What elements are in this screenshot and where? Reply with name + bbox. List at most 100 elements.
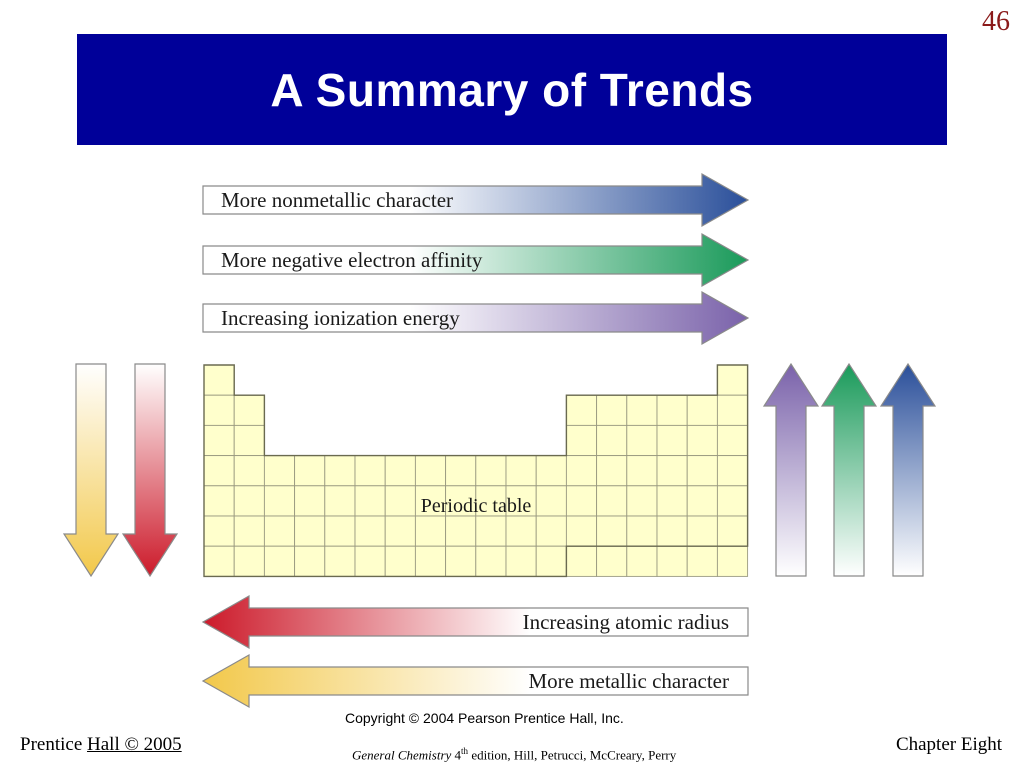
element-cell — [656, 545, 688, 577]
element-cell — [596, 515, 628, 547]
element-cell — [475, 515, 507, 547]
element-cell — [294, 515, 326, 547]
element-cell — [716, 424, 749, 457]
element-cell — [475, 485, 507, 517]
element-cell — [716, 515, 749, 547]
element-cell — [716, 455, 749, 487]
element-cell — [686, 394, 718, 426]
element-cell — [656, 455, 688, 487]
metallic-label: More metallic character — [528, 669, 729, 693]
element-cell — [596, 545, 628, 577]
element-cell — [324, 515, 356, 547]
element-cell — [203, 364, 235, 396]
element-cell — [203, 455, 235, 487]
element-cell — [535, 515, 567, 547]
element-cell — [596, 394, 628, 426]
element-cell — [354, 545, 386, 577]
element-cell — [203, 545, 235, 577]
element-cell — [656, 485, 688, 517]
element-cell — [233, 394, 265, 426]
book-credit: General Chemistry 4th edition, Hill, Pet… — [352, 746, 676, 763]
element-cell — [384, 515, 416, 547]
periodic-table-label: Periodic table — [421, 495, 532, 517]
element-cell — [445, 455, 477, 487]
publisher-prefix: Prentice — [20, 734, 88, 755]
down-yellow-arrow — [62, 363, 120, 578]
footer-chapter: Chapter Eight — [895, 734, 1002, 755]
element-cell — [475, 455, 507, 487]
element-cell — [475, 545, 507, 577]
up-purple-arrow — [762, 362, 820, 577]
atomic-radius-label: Increasing atomic radius — [523, 610, 729, 634]
element-cell — [626, 424, 658, 457]
element-cell — [596, 485, 628, 517]
element-cell — [535, 485, 567, 517]
periodic-table: Periodic table — [203, 364, 749, 578]
element-cell — [716, 364, 749, 396]
slide-number: 46 — [982, 6, 1010, 37]
element-cell — [565, 424, 598, 457]
element-cell — [233, 424, 265, 457]
element-cell — [686, 515, 718, 547]
element-cell — [565, 485, 598, 517]
element-cell — [354, 455, 386, 487]
element-cell — [294, 455, 326, 487]
periodic-table-outline — [203, 364, 749, 578]
element-cell — [203, 485, 235, 517]
element-cell — [626, 515, 658, 547]
element-cell — [565, 515, 598, 547]
copyright-notice: Copyright © 2004 Pearson Prentice Hall, … — [345, 710, 624, 726]
element-cell — [716, 394, 749, 426]
element-cell — [686, 485, 718, 517]
ionization-arrow — [202, 290, 750, 346]
element-cell — [716, 485, 749, 517]
up-green-arrow — [820, 362, 878, 577]
nonmetallic-arrow — [202, 172, 750, 228]
element-cell — [656, 424, 688, 457]
element-cell — [565, 394, 598, 426]
element-cell — [565, 455, 598, 487]
element-cell — [233, 485, 265, 517]
element-cell — [294, 545, 326, 577]
ionization-label: Increasing ionization energy — [221, 306, 460, 330]
element-cell — [626, 485, 658, 517]
element-cell — [414, 455, 447, 487]
element-cell — [324, 545, 356, 577]
element-cell — [505, 515, 537, 547]
down-red-arrow — [121, 363, 179, 578]
element-cell — [716, 545, 749, 577]
slide-title: A Summary of Trends — [270, 63, 754, 116]
element-cell — [203, 424, 235, 457]
element-cell — [354, 515, 386, 547]
element-cell — [233, 515, 265, 547]
element-cell — [203, 515, 235, 547]
element-cell — [384, 485, 416, 517]
element-cell — [626, 455, 658, 487]
element-cell — [445, 545, 477, 577]
element-cell — [324, 485, 356, 517]
element-cell — [414, 515, 447, 547]
metallic-arrow — [201, 653, 749, 709]
edition-rest: edition, Hill, Petrucci, McCreary, Perry — [468, 747, 677, 763]
element-cell — [535, 545, 567, 577]
electron-affinity-arrow — [202, 232, 750, 288]
element-cell — [263, 545, 296, 577]
element-cell — [263, 485, 296, 517]
edition-number: 4 — [454, 747, 462, 763]
element-cell — [354, 485, 386, 517]
element-cell — [233, 545, 265, 577]
element-cell — [596, 455, 628, 487]
element-cell — [505, 545, 537, 577]
element-cell — [686, 455, 718, 487]
element-cell — [294, 485, 326, 517]
element-cell — [384, 545, 416, 577]
element-cell — [445, 515, 477, 547]
element-cell — [686, 545, 718, 577]
element-cell — [203, 394, 235, 426]
footer-publisher: Prentice Hall © 2005 — [20, 734, 182, 756]
book-title: General Chemistry — [352, 747, 452, 763]
element-cell — [505, 455, 537, 487]
element-cell — [535, 455, 567, 487]
element-cell — [656, 394, 688, 426]
